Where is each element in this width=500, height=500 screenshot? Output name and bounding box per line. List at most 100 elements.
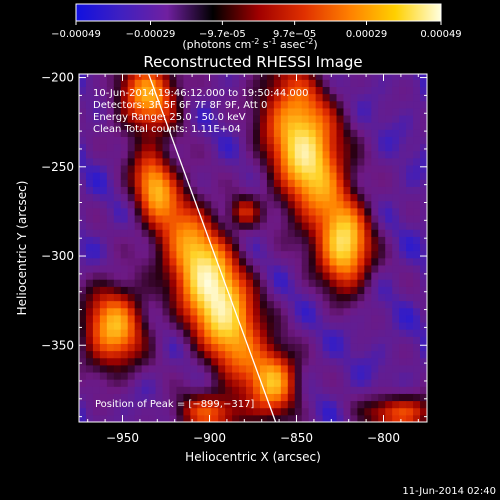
heatmap-cell <box>246 329 254 337</box>
heatmap-cell <box>120 372 129 380</box>
heatmap-cell <box>127 272 136 280</box>
heatmap-cell <box>141 93 150 102</box>
heatmap-cell <box>106 100 115 109</box>
heatmap-cell <box>176 293 184 302</box>
heatmap-cell <box>392 129 400 137</box>
heatmap-cell <box>190 115 198 123</box>
heatmap-cell <box>197 372 205 380</box>
heatmap-cell <box>287 129 296 137</box>
heatmap-cell <box>343 136 351 145</box>
heatmap-cell <box>148 179 157 187</box>
heatmap-cell <box>176 79 184 87</box>
heatmap-cell <box>329 129 338 137</box>
heatmap-cell <box>92 143 101 152</box>
heatmap-cell <box>176 93 184 102</box>
heatmap-cell <box>92 393 101 402</box>
heatmap-cell <box>336 93 344 102</box>
heatmap-cell <box>225 364 233 373</box>
heatmap-cell <box>239 179 247 187</box>
heatmap-cell <box>106 279 115 287</box>
heatmap-cell <box>399 79 407 87</box>
heatmap-cell <box>336 307 344 316</box>
heatmap-cell <box>350 336 358 344</box>
heatmap-cell <box>413 179 421 187</box>
heatmap-cell <box>92 115 101 123</box>
heatmap-cell <box>183 314 191 323</box>
heatmap-cell <box>134 286 143 295</box>
heatmap-cell <box>371 257 379 266</box>
heatmap-cell <box>329 250 338 259</box>
heatmap-cell <box>259 307 268 316</box>
heatmap-cell <box>92 300 101 309</box>
heatmap-cell <box>155 129 164 137</box>
heatmap-cell <box>259 272 268 280</box>
heatmap-cell <box>85 336 94 344</box>
heatmap-cell <box>378 329 386 337</box>
heatmap-cell <box>364 86 372 95</box>
heatmap-cell <box>253 107 261 116</box>
heatmap-cell <box>385 136 393 145</box>
heatmap-cell <box>315 207 324 216</box>
heatmap-cell <box>211 372 219 380</box>
heatmap-cell <box>232 243 240 252</box>
heatmap-cell <box>308 143 317 152</box>
heatmap-cell <box>378 250 386 259</box>
heatmap-cell <box>169 157 177 166</box>
heatmap-cell <box>92 165 101 173</box>
heatmap-cell <box>155 79 164 87</box>
heatmap-cell <box>106 322 115 330</box>
heatmap-cell <box>413 407 421 416</box>
heatmap-cell <box>371 193 379 202</box>
heatmap-cell <box>197 165 205 173</box>
heatmap-cell <box>308 193 317 202</box>
heatmap-cell <box>385 264 393 273</box>
heatmap-cell <box>204 179 212 187</box>
heatmap-cell <box>162 357 170 366</box>
heatmap-cell <box>406 314 414 323</box>
y-tick-label: −200 <box>41 71 74 85</box>
heatmap-cell <box>99 150 108 159</box>
heatmap-cell <box>211 179 219 187</box>
heatmap-cell <box>385 129 393 137</box>
heatmap-cell <box>99 379 108 387</box>
heatmap-cell <box>364 136 372 145</box>
heatmap-cell <box>232 150 240 159</box>
heatmap-cell <box>246 136 254 145</box>
heatmap-cell <box>287 93 296 102</box>
heatmap-cell <box>329 122 338 130</box>
heatmap-cell <box>141 222 150 230</box>
heatmap-cell <box>259 115 268 123</box>
heatmap-cell <box>162 307 170 316</box>
heatmap-cell <box>113 379 122 387</box>
heatmap-cell <box>204 136 212 145</box>
heatmap-cell <box>266 143 275 152</box>
heatmap-cell <box>225 122 233 130</box>
heatmap-cell <box>343 343 351 352</box>
heatmap-cell <box>239 307 247 316</box>
heatmap-cell <box>301 79 310 87</box>
heatmap-cell <box>322 264 331 273</box>
heatmap-cell <box>253 236 261 245</box>
colorbar-unit: (photons cm-2 s-1 asec-2) <box>182 37 317 51</box>
heatmap-cell <box>106 357 115 366</box>
heatmap-cell <box>106 193 115 202</box>
heatmap-cell <box>232 300 240 309</box>
chart-title: Reconstructed RHESSI Image <box>143 53 362 71</box>
heatmap-cell <box>253 200 261 209</box>
heatmap-cell <box>218 357 226 366</box>
heatmap-cell <box>176 307 184 316</box>
heatmap-cell <box>113 372 122 380</box>
heatmap-cell <box>280 150 289 159</box>
heatmap-cell <box>343 157 351 166</box>
heatmap-cell <box>190 100 198 109</box>
heatmap-cell <box>162 379 170 387</box>
heatmap-cell <box>406 122 414 130</box>
heatmap-cell <box>392 79 400 87</box>
heatmap-cell <box>343 200 351 209</box>
heatmap-cell <box>357 314 365 323</box>
heatmap-cell <box>162 279 170 287</box>
heatmap-cell <box>106 143 115 152</box>
heatmap-cell <box>106 229 115 237</box>
heatmap-cell <box>134 257 143 266</box>
heatmap-cell <box>85 115 94 123</box>
